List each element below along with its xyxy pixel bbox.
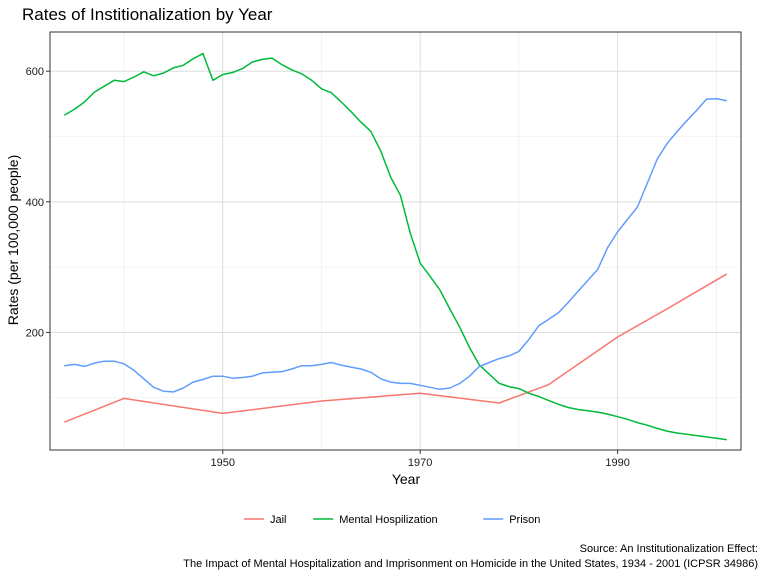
plot-panel-border — [49, 31, 742, 451]
minor-gridlines — [50, 32, 741, 450]
series-line-jail — [64, 273, 727, 423]
y-tick-label: 400 — [26, 197, 44, 209]
y-axis-title: Rates (per 100,000 people) — [5, 155, 21, 325]
legend-label: Mental Hospilization — [339, 514, 437, 526]
y-axis-ticks: 200 400 600 — [26, 66, 50, 339]
x-axis-ticks: 1950 1970 1990 — [211, 450, 630, 469]
x-tick-label: 1950 — [211, 457, 235, 469]
x-tick-label: 1970 — [408, 457, 432, 469]
legend-item-jail: Jail — [244, 514, 287, 526]
legend-label: Prison — [509, 514, 540, 526]
legend-label: Jail — [270, 514, 287, 526]
y-tick-label: 200 — [26, 327, 44, 339]
series-lines — [64, 52, 727, 441]
major-gridlines — [50, 32, 741, 450]
x-tick-label: 1990 — [605, 457, 629, 469]
legend-item-prison: Prison — [483, 514, 540, 526]
chart-title: Rates of Institionalization by Year — [22, 5, 273, 24]
series-line-mental-hospilization — [64, 52, 727, 441]
legend-item-mental-hospilization: Mental Hospilization — [313, 514, 438, 526]
x-axis-title: Year — [392, 471, 421, 487]
series-line-prison — [64, 97, 727, 393]
source-caption-line-2: The Impact of Mental Hospitalization and… — [183, 558, 758, 570]
legend: Jail Mental Hospilization Prison — [244, 514, 540, 526]
y-tick-label: 600 — [26, 66, 44, 78]
source-caption-line-1: Source: An Institutionalization Effect: — [580, 543, 758, 555]
